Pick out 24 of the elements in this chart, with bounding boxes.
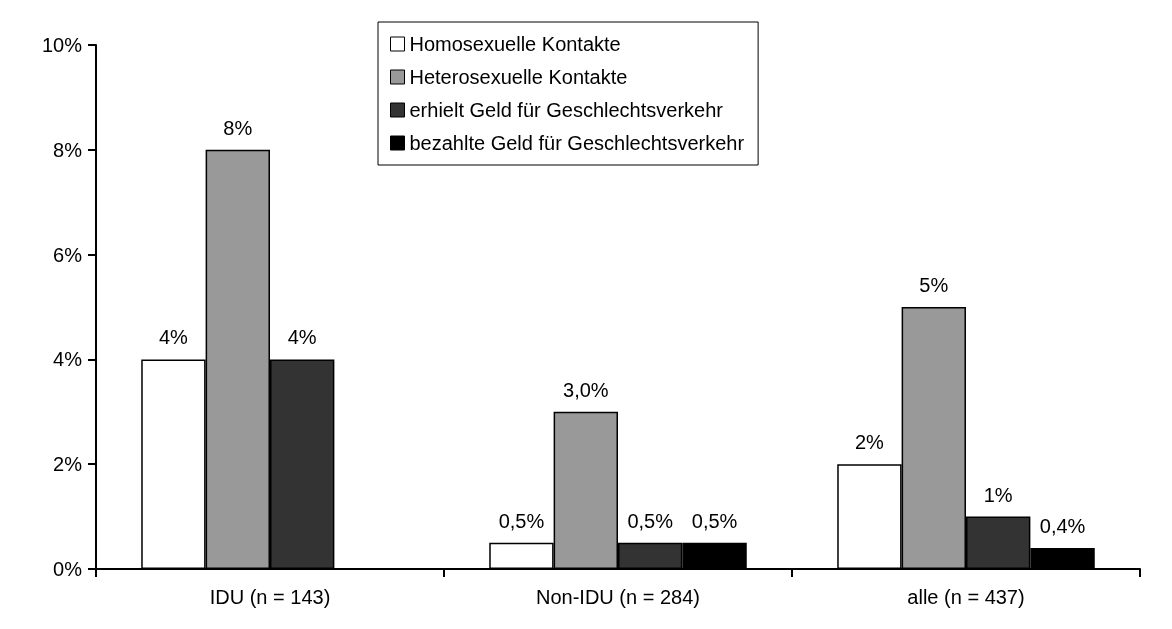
data-label: 0,5% bbox=[498, 509, 545, 532]
y-tick-label: 6% bbox=[53, 243, 83, 266]
data-label: 3,0% bbox=[563, 378, 609, 401]
y-tick-label: 0% bbox=[53, 558, 83, 580]
x-tick-label: Non-IDU (n = 284) bbox=[536, 586, 700, 608]
y-tick-label: 8% bbox=[53, 138, 83, 161]
data-label: 8% bbox=[223, 116, 253, 139]
data-label: 0,5% bbox=[627, 509, 674, 532]
legend-label: erhielt Geld für Geschlechtsverkehr bbox=[409, 99, 724, 121]
data-label: 0,5% bbox=[691, 509, 738, 532]
y-tick-label: 10% bbox=[41, 34, 83, 56]
data-label: 0,4% bbox=[1039, 515, 1086, 538]
y-tick-label: 2% bbox=[53, 453, 83, 476]
data-label: 2% bbox=[854, 431, 885, 454]
legend-label: bezahlte Geld für Geschlechtsverkehr bbox=[409, 132, 745, 154]
legend-label: Heterosexuelle Kontakte bbox=[409, 66, 628, 88]
x-tick-label: alle (n = 437) bbox=[907, 586, 1025, 608]
data-label: 1% bbox=[983, 483, 1013, 506]
x-tick-label: IDU (n = 143) bbox=[209, 586, 331, 608]
data-label: 5% bbox=[919, 274, 949, 296]
y-tick-label: 4% bbox=[53, 348, 83, 371]
data-label: 4% bbox=[287, 326, 317, 349]
legend-label: Homosexuelle Kontakte bbox=[409, 33, 621, 55]
data-label: 4% bbox=[158, 326, 189, 349]
